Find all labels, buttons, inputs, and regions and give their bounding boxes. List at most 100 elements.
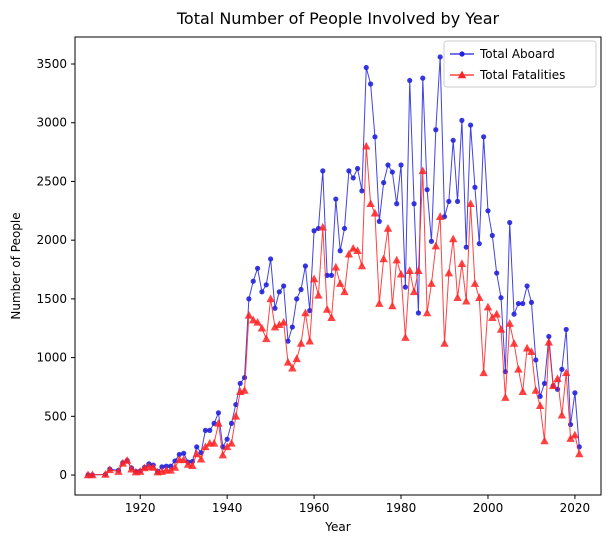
data-point (270, 322, 280, 331)
data-point (379, 254, 388, 263)
data-point (305, 336, 314, 345)
data-point (288, 363, 297, 372)
data-point (309, 274, 319, 283)
data-point (266, 294, 275, 303)
y-tick-label: 3500 (36, 57, 67, 71)
series-total-fatalities (83, 141, 584, 479)
data-point (263, 282, 269, 288)
legend-marker (459, 51, 465, 57)
data-point (207, 427, 213, 434)
data-point (489, 232, 495, 239)
data-point (272, 305, 278, 311)
data-point (505, 319, 514, 327)
data-point (170, 463, 180, 471)
data-point (381, 180, 387, 186)
data-point (368, 81, 374, 87)
data-point (176, 451, 182, 458)
data-point (231, 411, 241, 420)
data-point (149, 463, 158, 471)
axes: 1920 1940 1960 1980 2000 2020 0 500 1000 1500 2000… (36, 57, 590, 515)
data-point (575, 449, 584, 458)
data-point (444, 268, 454, 277)
y-tick-label: 2500 (36, 174, 67, 188)
data-point (527, 347, 536, 356)
data-point (459, 117, 465, 123)
data-point (544, 337, 554, 346)
data-point (340, 287, 349, 296)
data-point (363, 64, 369, 71)
data-point (196, 454, 206, 463)
data-point (427, 279, 436, 287)
data-point (446, 198, 452, 205)
data-point (415, 310, 422, 316)
data-point (218, 450, 227, 459)
data-point (244, 310, 254, 319)
data-point (385, 162, 391, 168)
data-point (307, 308, 313, 314)
data-point (357, 261, 367, 270)
data-point (302, 263, 308, 269)
data-point (179, 455, 188, 464)
y-tick-label: 1500 (36, 292, 67, 306)
data-point (262, 334, 271, 343)
data-point (241, 374, 248, 381)
data-point (418, 166, 427, 175)
data-point (372, 134, 378, 140)
data-point (276, 289, 282, 295)
data-point (101, 470, 110, 478)
legend-marker (457, 70, 467, 79)
data-point (298, 286, 304, 293)
data-point (327, 313, 336, 321)
series-total-aboard (85, 54, 582, 478)
data-point (563, 326, 569, 333)
data-point (314, 290, 323, 299)
data-point (201, 442, 210, 451)
data-point (254, 265, 261, 271)
data-point (528, 299, 535, 306)
data-point (476, 241, 482, 247)
data-point (350, 175, 356, 181)
data-point (301, 308, 310, 317)
data-point (318, 222, 327, 231)
legend-label: Total Fatalities (479, 68, 565, 82)
data-point (394, 201, 400, 207)
data-point (240, 386, 249, 394)
series-layer (83, 54, 584, 479)
data-point (440, 339, 449, 347)
data-point (346, 168, 352, 174)
data-point (214, 418, 223, 427)
plot-frame (74, 36, 602, 496)
data-point (463, 244, 469, 250)
data-point (222, 442, 232, 451)
x-axis-title: Year (324, 520, 350, 534)
y-tick-label: 3000 (36, 116, 67, 130)
data-point (514, 364, 523, 373)
data-point (457, 259, 467, 267)
data-point (428, 238, 435, 244)
data-point (392, 255, 401, 264)
data-point (328, 272, 335, 278)
data-point (531, 386, 540, 394)
data-point (540, 436, 549, 445)
data-point (401, 333, 410, 341)
data-point (294, 296, 300, 302)
data-point (396, 269, 406, 278)
data-point (136, 467, 145, 475)
data-point (470, 279, 480, 287)
y-tick-label: 0 (59, 468, 67, 482)
data-point (233, 401, 239, 408)
series-line (88, 56, 580, 476)
data-point (466, 199, 475, 208)
data-point (566, 434, 575, 442)
data-point (383, 224, 393, 232)
data-point (224, 436, 230, 442)
data-point (492, 309, 501, 318)
legend-entry: Total Fatalities (450, 68, 565, 82)
data-point (511, 311, 517, 317)
legend: Total Aboard Total Fatalities (443, 40, 597, 88)
data-point (237, 380, 243, 387)
data-point (122, 456, 132, 464)
data-point (524, 283, 530, 289)
data-point (370, 208, 380, 217)
data-point (453, 293, 462, 302)
